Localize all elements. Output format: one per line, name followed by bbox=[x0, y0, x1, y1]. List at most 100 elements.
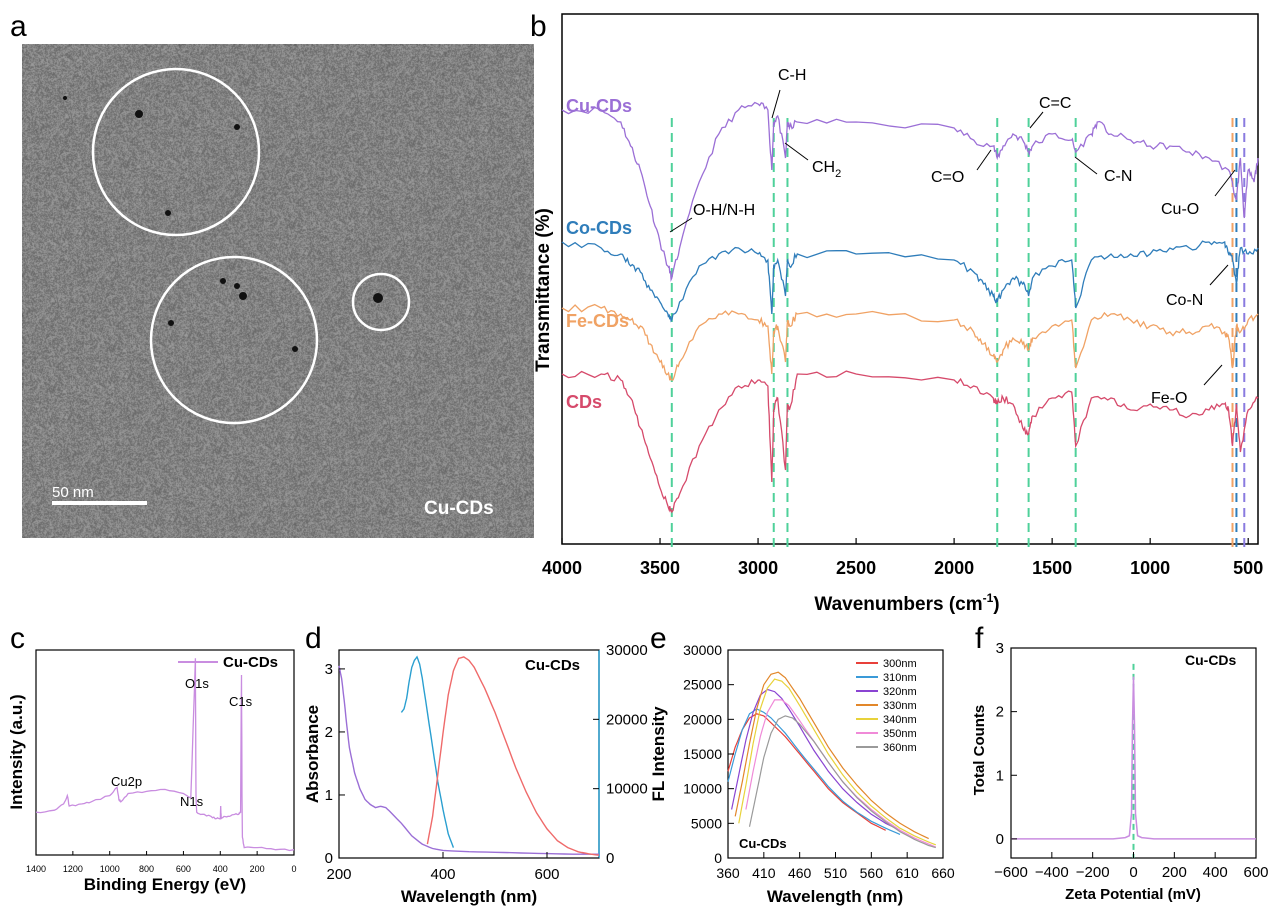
panel-letter-b: b bbox=[530, 10, 547, 43]
tem-texture bbox=[22, 44, 534, 538]
nanoparticle-dot bbox=[239, 292, 247, 300]
panel-d-uv-pl: 200 400 600 0 1 2 3 0 10000 20000 30000 Cu-CDs Wav… bbox=[303, 642, 648, 906]
tick-label: 600 bbox=[176, 864, 191, 874]
legend-label: 350nm bbox=[883, 728, 917, 740]
tick-label: 0 bbox=[606, 850, 614, 867]
peak-label-c1s: C1s bbox=[229, 694, 253, 709]
peak-labels: O1s C1s Cu2p N1s bbox=[111, 676, 253, 809]
annotation-co-n: Co-N bbox=[1166, 292, 1203, 309]
tick-label: 360 bbox=[716, 865, 740, 881]
spectra bbox=[727, 671, 937, 849]
tick-label: −400 bbox=[1035, 864, 1069, 881]
axis-ticks: 200 400 600 0 1 2 3 0 10000 20000 30000 bbox=[325, 642, 648, 883]
panel-letter-f: f bbox=[975, 622, 984, 655]
spectra bbox=[338, 655, 600, 856]
particle-circle bbox=[149, 255, 319, 425]
axes-frame bbox=[338, 649, 600, 859]
x-axis-label: Zeta Potential (mV) bbox=[1065, 886, 1201, 903]
axes-frame bbox=[35, 649, 295, 856]
tick-label: 4000 bbox=[542, 558, 582, 578]
tick-label: 30000 bbox=[683, 642, 722, 658]
annotation-arrow bbox=[771, 89, 781, 119]
panel-c-xps: 1400 1200 1000 800 600 400 200 0 Cu-CDs O1s C1s… bbox=[7, 649, 297, 894]
tick-label: 400 bbox=[430, 866, 455, 883]
y-axis-label: FL Intensity bbox=[649, 706, 668, 802]
nanoparticle-dot bbox=[220, 278, 226, 284]
series-label-cu-cds: Cu-CDs bbox=[566, 96, 632, 116]
tick-label: 200 bbox=[1162, 864, 1187, 881]
tick-label: 1400 bbox=[26, 864, 46, 874]
tick-label: 400 bbox=[213, 864, 228, 874]
spectra bbox=[561, 101, 1259, 514]
tick-label: 0 bbox=[996, 831, 1004, 848]
series-line-330nm bbox=[734, 671, 929, 840]
annotation-arrow bbox=[1209, 264, 1229, 286]
y-axis-label: Absorbance bbox=[303, 705, 322, 803]
nanoparticle-dot bbox=[63, 96, 67, 100]
series-line-emission bbox=[426, 656, 600, 856]
series-label-cds: CDs bbox=[566, 392, 602, 412]
y-axis-label: Intensity (a.u.) bbox=[7, 694, 26, 809]
tick-label: 20000 bbox=[606, 711, 648, 728]
legend-label: 310nm bbox=[883, 672, 917, 684]
particle-circle bbox=[351, 272, 411, 332]
peak-label-n1s: N1s bbox=[180, 794, 204, 809]
tick-label: 1 bbox=[996, 767, 1004, 784]
tick-label: 3 bbox=[996, 640, 1004, 657]
xps-line bbox=[35, 658, 295, 852]
series-line-excitation bbox=[400, 655, 455, 848]
tick-label: 5000 bbox=[691, 815, 722, 831]
tick-label: 1 bbox=[325, 787, 333, 804]
distribution bbox=[1011, 663, 1256, 858]
annotation-cc: C=C bbox=[1039, 95, 1071, 112]
tick-label: 15000 bbox=[683, 746, 722, 762]
annotation-arrow bbox=[1074, 156, 1098, 175]
legend-label: 360nm bbox=[883, 742, 917, 754]
panel-e-fl: 360 410 460 510 560 610 660 0 5000 10000 15000 2000… bbox=[649, 642, 955, 906]
scale-bar-label: 50 nm bbox=[52, 484, 94, 501]
series-line-absorbance bbox=[338, 665, 599, 855]
annotation-arrow bbox=[669, 217, 693, 233]
sample-label: Cu-CDs bbox=[424, 498, 494, 519]
tick-label: 30000 bbox=[606, 642, 648, 659]
tick-label: 0 bbox=[714, 850, 722, 866]
tick-label: 3000 bbox=[738, 558, 778, 578]
x-axis-label: Binding Energy (eV) bbox=[84, 875, 246, 894]
sample-label: Cu-CDs bbox=[739, 836, 787, 851]
tick-label: 1000 bbox=[100, 864, 120, 874]
legend-label: 300nm bbox=[883, 658, 917, 670]
annotation-ch: C-H bbox=[778, 67, 806, 84]
tick-label: 2500 bbox=[836, 558, 876, 578]
series-line-340nm bbox=[738, 678, 937, 846]
nanoparticle-dot bbox=[165, 210, 171, 216]
x-axis-label: Wavelength (nm) bbox=[401, 887, 537, 906]
zeta-line bbox=[1011, 676, 1256, 840]
annotation-oh-nh: O-H/N-H bbox=[693, 202, 755, 219]
tick-label: 510 bbox=[824, 865, 848, 881]
tick-label: 25000 bbox=[683, 677, 722, 693]
annotation-co: C=O bbox=[931, 169, 964, 186]
tick-label: 2 bbox=[325, 724, 333, 741]
annotation-cu-o: Cu-O bbox=[1161, 201, 1199, 218]
panel-a-overlay: 50 nm Cu-CDs bbox=[52, 67, 494, 519]
panel-b-ftir: 4000 3500 3000 2500 2000 1500 1000 500 Wavenumb… bbox=[533, 13, 1263, 615]
legend-label: Cu-CDs bbox=[525, 657, 580, 674]
tick-label: −200 bbox=[1076, 864, 1110, 881]
nanoparticle-dot bbox=[135, 110, 143, 118]
tick-label: 2 bbox=[996, 704, 1004, 721]
tick-label: 600 bbox=[1243, 864, 1268, 881]
legend-label: 320nm bbox=[883, 686, 917, 698]
tick-label: 500 bbox=[1233, 558, 1263, 578]
tick-label: 660 bbox=[931, 865, 955, 881]
tick-label: 600 bbox=[534, 866, 559, 883]
legend-label: Cu-CDs bbox=[223, 654, 278, 671]
tick-label: 0 bbox=[291, 864, 296, 874]
tick-label: 560 bbox=[860, 865, 884, 881]
peak-annotations: C-H CH2 O-H/N-H C=C C=O C-N Cu-O Co-N Fe… bbox=[669, 67, 1236, 407]
axis-ticks: 360 410 460 510 560 610 660 0 5000 10000 15000 2000… bbox=[683, 642, 955, 881]
panel-f-zeta: −600 −400 −200 0 200 400 600 0 1 2 3 Cu-CDs Zeta P… bbox=[971, 640, 1269, 903]
tick-label: 20000 bbox=[683, 711, 722, 727]
tem-micrograph bbox=[22, 44, 534, 538]
series-line-cu-cds bbox=[561, 101, 1259, 283]
panel-letter-a: a bbox=[10, 10, 27, 43]
